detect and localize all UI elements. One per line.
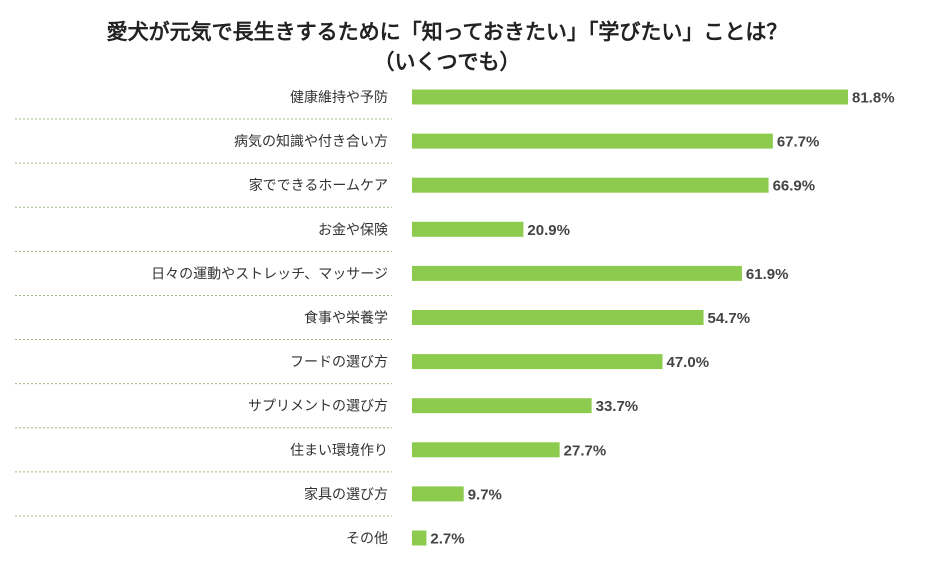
category-label: サプリメントの選び方 [248,399,388,415]
chart-subtitle: （いくつでも） [373,50,521,74]
category-label: お金や保険 [318,222,388,238]
data-label: 61.9% [746,266,789,283]
category-label: 住まい環境作り [290,443,388,459]
bar [412,354,663,370]
bar [412,486,464,502]
data-label: 81.8% [852,90,895,107]
data-label: 33.7% [596,398,639,415]
bar [412,398,592,414]
data-label: 27.7% [564,442,607,459]
bar [412,133,773,149]
category-label: 病気の知識や付き合い方 [234,133,388,150]
bar [412,89,848,105]
data-label: 66.9% [773,178,816,195]
category-label: 健康維持や予防 [290,89,388,106]
category-label: 日々の運動やストレッチ、マッサージ [151,266,388,282]
chart-title: 愛犬が元気で長生きするために「知っておきたい」「学びたい」ことは？ [106,20,788,44]
data-label: 67.7% [777,134,820,151]
bar [412,442,560,458]
bar [412,310,704,325]
bar [412,530,427,546]
data-label: 9.7% [468,486,502,503]
category-label: 家でできるホームケア [249,177,388,194]
bar [412,177,769,193]
bar [412,265,742,281]
data-label: 20.9% [527,222,570,239]
data-label: 47.0% [667,354,710,371]
data-label: 54.7% [708,310,751,327]
data-label: 2.7% [430,531,464,548]
category-label: 食事や栄養学 [304,310,388,327]
category-label: 家具の選び方 [304,486,388,503]
category-label: フードの選び方 [290,355,388,371]
category-label: その他 [346,531,388,547]
bar [412,221,524,237]
